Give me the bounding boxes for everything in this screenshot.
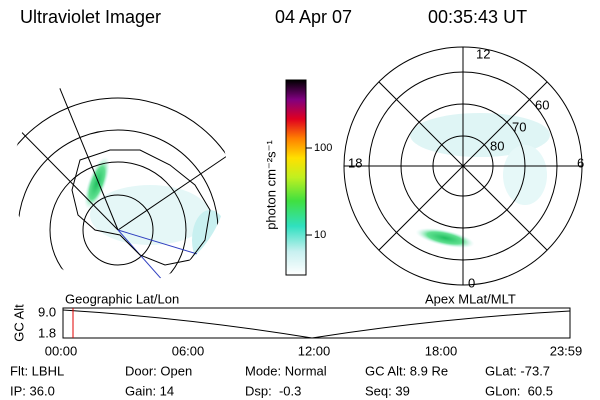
status-field: IP: 36.0 [10,383,55,398]
status-field: Gain: 14 [125,383,174,398]
status-field: Door: Open [125,363,192,378]
axis-label: GC Alt [11,304,26,342]
time-label: 18:00 [425,343,458,358]
lat-label: 80 [490,138,504,153]
y-label: 9.0 [38,304,56,319]
date: 04 Apr 07 [275,7,352,27]
lat-label: 70 [512,119,526,134]
right-panel-label: Apex MLat/MLT [425,291,516,306]
status-field: GLon: 60.5 [485,383,553,398]
mlt-label: 18 [348,155,362,170]
status-field: Mode: Normal [245,363,327,378]
left-panel-label: Geographic Lat/Lon [65,291,179,306]
instrument-title: Ultraviolet Imager [20,7,161,27]
colorbar-label: 10 [314,229,326,241]
mlt-label: 12 [476,46,490,61]
y-label: 1.8 [38,325,56,340]
time-label: 12:00 [298,343,331,358]
status-field: GLat: -73.7 [485,363,550,378]
colorbar-label: 100 [314,142,332,154]
geographic-map [12,70,228,286]
altitude-plot: GC Alt 9.0 1.8 00:00 06:00 12:00 18:00 2… [11,304,582,359]
status-field: Dsp: -0.3 [245,383,301,398]
colorbar-unit: photon cm⁻²s⁻¹ [263,140,278,230]
time-label: 23:59 [550,343,583,358]
status-field: Flt: LBHL [10,363,64,378]
polar-plot: 12 18 6 0 80 70 60 [343,46,584,290]
time-label: 00:00 [45,343,78,358]
footer: Flt: LBHL Door: Open Mode: Normal GC Alt: 8… [10,363,553,398]
status-field: GC Alt: 8.9 Re [365,363,448,378]
time: 00:35:43 UT [428,7,527,27]
lat-label: 60 [535,97,549,112]
mlt-label: 0 [468,275,475,290]
colorbar [285,79,307,276]
mlt-label: 6 [577,155,584,170]
status-field: Seq: 39 [365,383,410,398]
time-label: 06:00 [172,343,205,358]
